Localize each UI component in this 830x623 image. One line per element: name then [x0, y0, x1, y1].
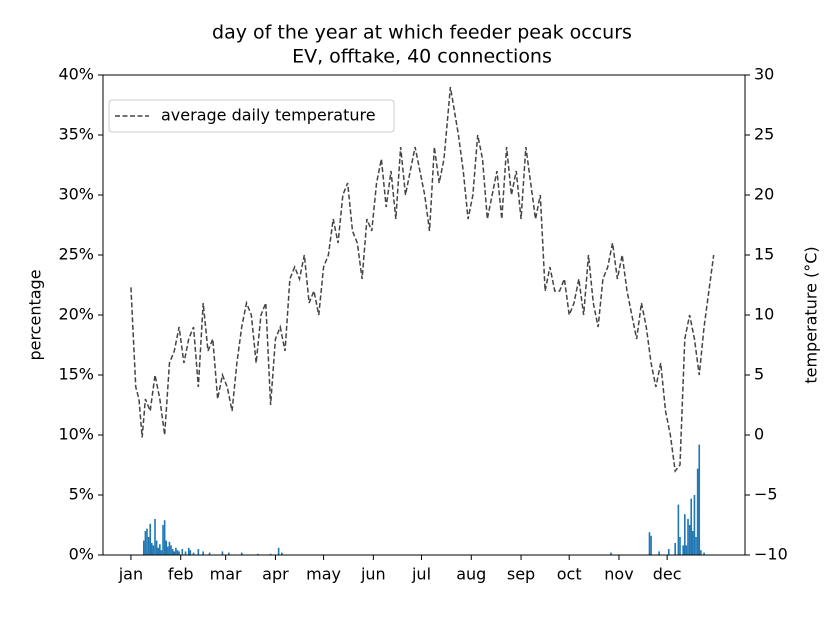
bar [692, 531, 694, 555]
bar [256, 553, 259, 555]
bar [192, 552, 195, 555]
bar [208, 552, 211, 555]
bar [155, 540, 158, 555]
bar [168, 541, 171, 555]
y2-tick-label: −5 [754, 485, 778, 504]
bar [281, 552, 283, 555]
bar [658, 551, 660, 555]
bar [700, 550, 702, 555]
bar [157, 547, 160, 555]
y2-tick-label: 0 [754, 425, 764, 444]
bar [197, 549, 200, 555]
bar [160, 550, 163, 555]
bar [187, 547, 190, 555]
bar [677, 504, 680, 555]
bar [173, 551, 176, 555]
plot-frame [102, 74, 746, 556]
y2-tick-label: 15 [754, 245, 774, 264]
y-axis-label: percentage [26, 269, 45, 360]
bar [688, 525, 691, 555]
bar [178, 551, 180, 555]
bar [703, 552, 705, 555]
bar [693, 495, 696, 555]
bar [698, 444, 701, 555]
y-tick-label: 5% [69, 485, 94, 504]
y-tick-label: 35% [58, 125, 94, 144]
bar [648, 532, 651, 555]
bar [152, 545, 155, 555]
bar [228, 552, 230, 555]
bar [189, 550, 192, 555]
bar [144, 531, 147, 555]
y-tick-label: 20% [58, 305, 94, 324]
bar [159, 544, 161, 555]
y-tick-label: 15% [58, 365, 94, 384]
bar [171, 549, 174, 555]
x-tick-label: jun [360, 565, 386, 584]
y-tick-label: 25% [58, 245, 94, 264]
x-tick-label: nov [604, 565, 633, 584]
y-tick-label: 40% [58, 65, 94, 84]
bar [147, 537, 150, 555]
bar [176, 550, 179, 555]
bar [695, 537, 697, 555]
bar [221, 551, 224, 555]
legend-box [108, 99, 395, 133]
bar [667, 549, 670, 555]
bar [184, 551, 187, 555]
bar [163, 520, 166, 555]
bar [146, 528, 148, 555]
y2-tick-label: 5 [754, 365, 764, 384]
bar [240, 552, 243, 555]
x-tick-label: jan [118, 565, 143, 584]
chart-subtitle: EV, offtake, 40 connections [292, 46, 552, 68]
bar [142, 540, 145, 555]
chart-title: day of the year at which feeder peak occ… [212, 22, 632, 44]
y2-tick-label: 30 [754, 65, 774, 84]
bar [687, 519, 689, 555]
y-tick-label: 30% [58, 185, 94, 204]
y2-tick-label: 20 [754, 185, 774, 204]
bar [696, 468, 699, 555]
bar [269, 553, 272, 555]
bar [202, 551, 204, 555]
bar [682, 545, 684, 555]
x-tick-label: sep [507, 565, 535, 584]
x-tick-label: oct [557, 565, 582, 584]
x-tick-label: aug [456, 565, 486, 584]
y2-tick-label: −10 [754, 545, 788, 564]
bar [162, 525, 164, 555]
y2-tick-label: 25 [754, 125, 774, 144]
bar [149, 523, 152, 555]
x-tick-label: may [306, 565, 341, 584]
y2-tick-label: 10 [754, 305, 774, 324]
bar [167, 546, 169, 555]
x-tick-label: dec [653, 565, 682, 584]
bar [650, 535, 652, 555]
bar [154, 519, 156, 555]
bar [170, 545, 172, 555]
bar [181, 549, 184, 555]
legend-label: average daily temperature [161, 106, 376, 125]
bar [175, 547, 177, 555]
bar [683, 514, 686, 555]
bar [277, 547, 280, 555]
bar [685, 545, 688, 555]
bar [679, 537, 681, 555]
x-tick-label: jul [411, 565, 431, 584]
bar [165, 540, 168, 555]
bar [610, 552, 612, 555]
x-tick-label: apr [262, 565, 289, 584]
bar [690, 498, 693, 555]
x-tick-label: mar [210, 565, 242, 584]
y-tick-label: 0% [69, 545, 94, 564]
y2-axis-label: temperature (°C) [802, 246, 821, 383]
bar [674, 543, 676, 555]
y-tick-label: 10% [58, 425, 94, 444]
bar [151, 543, 153, 555]
x-tick-label: feb [168, 565, 194, 584]
temperature-line [130, 86, 715, 473]
